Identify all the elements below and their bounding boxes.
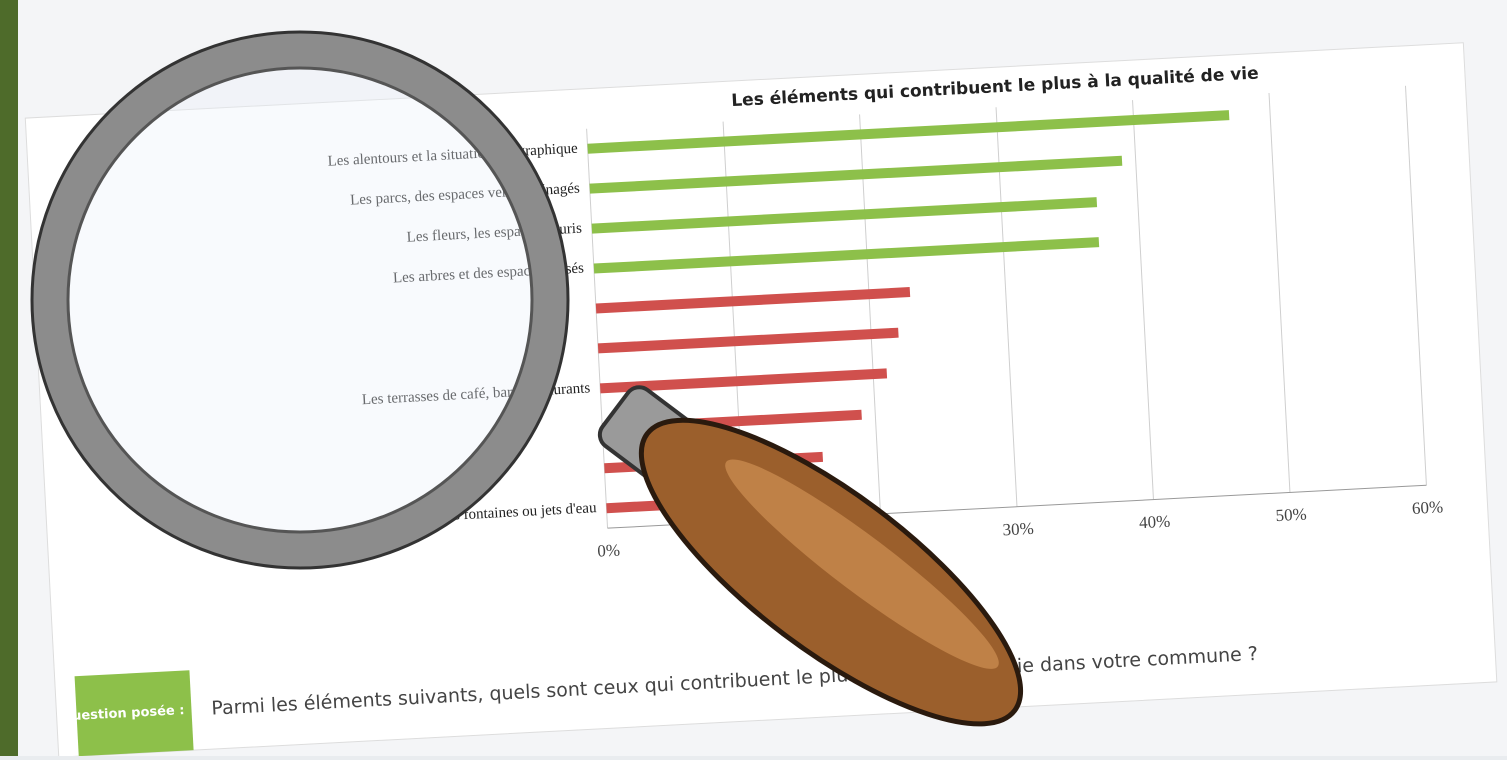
grid-line <box>1268 92 1291 493</box>
question-label: Question posée : <box>61 703 185 724</box>
x-tick-label: 30% <box>1002 519 1034 540</box>
bar <box>595 287 911 314</box>
x-tick-label: 40% <box>1139 512 1171 533</box>
grid-line <box>859 114 882 514</box>
x-tick-label: 50% <box>1275 504 1307 525</box>
grid-line <box>1132 100 1154 500</box>
magnifier <box>30 30 1024 727</box>
x-tick-label: 60% <box>1412 497 1444 518</box>
handle <box>597 385 1024 727</box>
bar <box>599 368 888 394</box>
question-badge <box>74 670 194 757</box>
paper-sheet <box>24 42 1498 758</box>
grid-line <box>1404 85 1427 486</box>
handle-shine <box>725 459 999 669</box>
grid-line <box>586 128 609 529</box>
bar <box>587 110 1230 154</box>
grid-line <box>995 107 1018 507</box>
bar <box>597 327 899 354</box>
left-strip <box>0 0 18 756</box>
bar <box>593 237 1100 274</box>
lens-outline <box>30 30 570 570</box>
lens-inner <box>66 66 534 534</box>
bar <box>591 197 1098 234</box>
paper: Les éléments qui contribuent le plus à l… <box>24 42 1498 758</box>
bar <box>589 155 1123 194</box>
lens-ring <box>33 33 567 567</box>
x-tick-label: 0% <box>597 540 621 560</box>
